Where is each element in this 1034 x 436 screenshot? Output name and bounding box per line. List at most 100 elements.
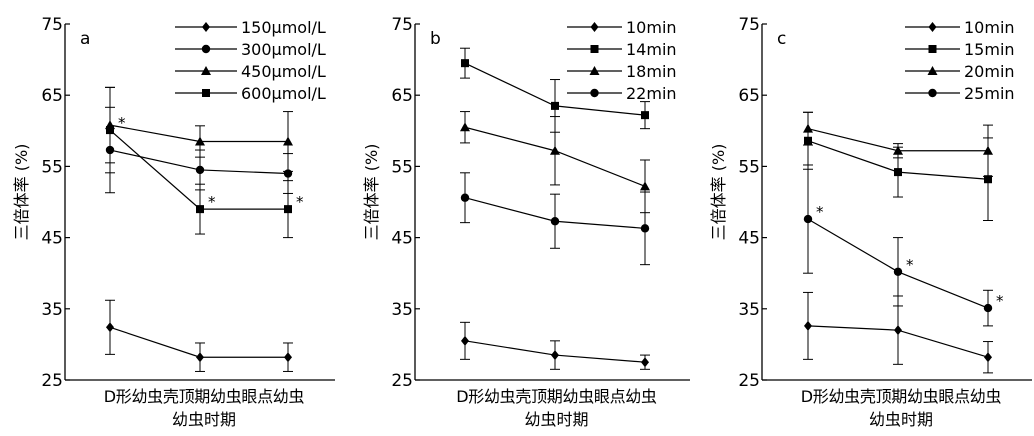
data-point (461, 335, 469, 346)
x-axis-title: 幼虫时期 (869, 410, 933, 429)
data-point (283, 136, 293, 146)
x-tick-label: 眼点幼虫 (241, 387, 304, 406)
legend-label: 18min (626, 62, 677, 81)
y-axis-title: 三倍体率 (%) (12, 144, 31, 241)
legend-label: 10min (964, 18, 1015, 37)
x-tick-label: D形幼虫 (456, 387, 515, 406)
data-point (640, 224, 650, 233)
panel-label: b (430, 29, 441, 49)
data-point (196, 352, 204, 363)
significance-marker: * (906, 256, 914, 274)
x-tick-label: D形幼虫 (104, 387, 163, 406)
series-0 (105, 299, 293, 372)
series-line (109, 326, 288, 358)
y-tick-label: 45 (391, 229, 413, 249)
legend-marker (589, 66, 600, 75)
legend-marker (201, 44, 211, 54)
legend-label: 150μmol/L (241, 18, 326, 37)
y-tick-label: 35 (738, 300, 760, 320)
data-point (550, 145, 560, 155)
x-tick-labels: D形幼虫壳顶期幼虫眼点幼虫 (456, 387, 657, 406)
data-point (551, 101, 559, 110)
legend-label: 15min (964, 40, 1015, 59)
series-2 (460, 111, 650, 214)
x-tick-labels: D形幼虫壳顶期幼虫眼点幼虫 (801, 387, 1002, 406)
data-point (984, 175, 992, 184)
y-tick-label: 65 (41, 86, 63, 106)
legend-marker (202, 89, 210, 97)
data-point (106, 126, 114, 135)
data-point (550, 217, 560, 226)
data-point (284, 352, 292, 363)
y-axis-title: 三倍体率 (%) (362, 144, 381, 241)
series-2 (803, 111, 993, 177)
legend-label: 22min (626, 84, 677, 103)
data-point (551, 350, 559, 361)
x-tick-label: 眼点幼虫 (594, 387, 657, 406)
legend-marker (201, 66, 211, 75)
y-tick-label: 65 (738, 86, 760, 106)
data-point (983, 303, 993, 313)
x-tick-label: 壳顶期幼虫 (163, 387, 242, 406)
legend-marker (928, 88, 937, 98)
data-point (894, 168, 902, 177)
legend: 10min 14min 18min 22min (567, 18, 677, 103)
data-point (195, 165, 205, 175)
legend-label: 20min (964, 62, 1015, 81)
data-point (893, 267, 903, 276)
x-tick-label: 眼点幼虫 (938, 387, 1001, 406)
panel-label: a (80, 29, 90, 49)
y-tick-label: 55 (738, 157, 760, 177)
panel-label: c (777, 29, 786, 49)
data-point (641, 111, 649, 120)
legend-marker (202, 22, 210, 32)
legend-label: 600μmol/L (241, 84, 326, 103)
x-axis-title: 幼虫时期 (524, 410, 588, 429)
series-3 (460, 172, 650, 266)
data-point (641, 357, 649, 368)
x-tick-label: 壳顶期幼虫 (860, 387, 939, 406)
legend: 150μmol/L 300μmol/L 450μmol/L 600μmol/L (175, 18, 326, 103)
x-tick-label: 壳顶期幼虫 (515, 387, 594, 406)
x-tick-labels: D形幼虫壳顶期幼虫眼点幼虫 (104, 387, 305, 406)
series-0 (803, 291, 993, 374)
y-tick-label: 25 (41, 371, 63, 391)
legend-label: 450μmol/L (241, 62, 326, 81)
data-point (803, 123, 813, 133)
legend-marker (928, 45, 937, 53)
data-point (460, 193, 470, 202)
legend-marker (590, 45, 599, 53)
legend-label: 300μmol/L (241, 40, 326, 59)
legend-marker (590, 22, 599, 32)
legend-label: 25min (964, 84, 1015, 103)
significance-marker: * (816, 203, 824, 221)
series-3: * * * (803, 164, 1004, 327)
data-point (196, 205, 204, 214)
legend-marker (928, 22, 937, 32)
significance-marker: * (296, 193, 304, 211)
y-tick-label: 45 (41, 229, 63, 249)
legend-marker (590, 88, 599, 98)
data-point (983, 145, 993, 155)
y-tick-label: 75 (391, 15, 413, 35)
y-tick-label: 45 (738, 229, 760, 249)
data-point (461, 59, 469, 68)
y-tick-label: 25 (738, 371, 760, 391)
legend-label: 10min (626, 18, 677, 37)
data-point (984, 352, 992, 363)
data-point (803, 214, 813, 224)
y-tick-label: 75 (41, 15, 63, 35)
data-point (106, 322, 114, 333)
y-tick-label: 55 (41, 157, 63, 177)
significance-marker: * (208, 193, 216, 211)
y-tick-label: 35 (41, 300, 63, 320)
data-point (893, 145, 903, 155)
y-tick-label: 55 (391, 157, 413, 177)
series-3: * * * (105, 86, 304, 239)
legend-label: 14min (626, 40, 677, 59)
